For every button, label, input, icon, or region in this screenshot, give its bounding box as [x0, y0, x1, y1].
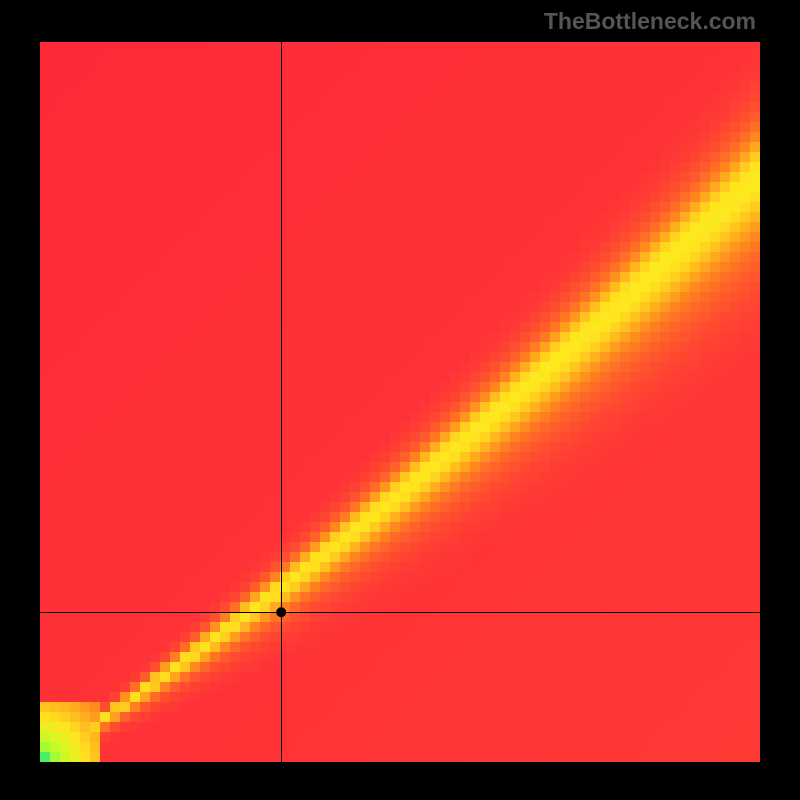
bottleneck-heatmap: [0, 0, 800, 800]
watermark-label: TheBottleneck.com: [544, 8, 756, 35]
